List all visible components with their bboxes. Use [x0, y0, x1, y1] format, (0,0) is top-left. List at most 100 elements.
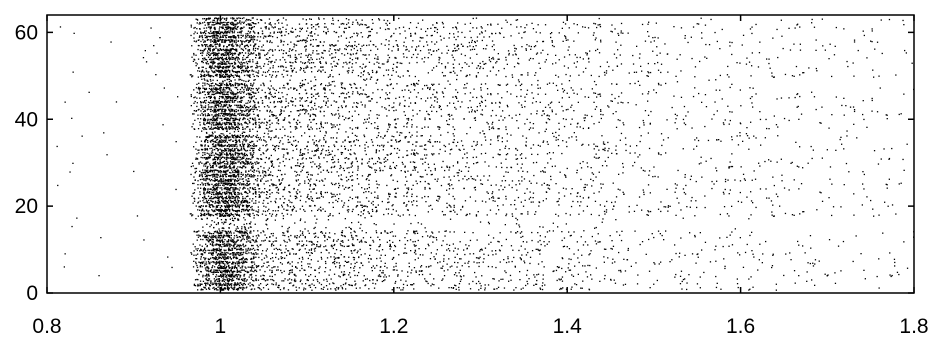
data-point [411, 201, 413, 203]
data-point [309, 254, 311, 257]
data-point [218, 192, 220, 195]
data-point [237, 287, 240, 290]
data-point [387, 198, 389, 200]
data-point [761, 262, 763, 264]
data-point [891, 274, 893, 277]
data-point [195, 254, 197, 256]
data-point [374, 169, 376, 171]
data-point [521, 163, 523, 165]
data-point [304, 180, 306, 182]
data-point [682, 278, 685, 281]
data-point [395, 196, 397, 198]
data-point [411, 193, 413, 195]
data-point [595, 267, 597, 269]
data-point [232, 153, 234, 155]
data-point [241, 265, 243, 267]
data-point [601, 221, 603, 223]
data-point [189, 213, 191, 215]
data-point [239, 282, 242, 284]
data-point [238, 278, 240, 281]
data-point [305, 274, 307, 276]
data-point [888, 157, 891, 160]
data-point [432, 154, 434, 156]
data-point [576, 195, 578, 198]
data-point [257, 279, 260, 281]
data-point [221, 262, 224, 264]
data-point [243, 287, 245, 289]
data-point [287, 279, 289, 281]
data-point [212, 205, 214, 207]
data-point [242, 234, 244, 237]
data-point [245, 258, 247, 260]
data-point [229, 274, 231, 277]
data-point [236, 240, 238, 242]
data-point [226, 152, 228, 154]
data-point [641, 241, 644, 243]
data-point [214, 178, 216, 180]
data-point [236, 180, 238, 182]
data-point [232, 220, 235, 222]
data-point [229, 205, 231, 207]
data-point [219, 156, 221, 158]
data-point [235, 283, 237, 286]
data-point [295, 275, 297, 277]
data-point [261, 158, 263, 160]
data-point [483, 258, 485, 260]
data-point [539, 249, 541, 251]
data-point [207, 165, 209, 168]
data-point [219, 231, 222, 233]
data-point [304, 182, 306, 184]
data-point [315, 235, 317, 237]
data-point [263, 205, 265, 207]
data-point [259, 288, 261, 290]
data-point [223, 178, 225, 180]
data-point [460, 170, 463, 172]
data-point [226, 215, 228, 217]
data-point [449, 218, 452, 220]
data-point [299, 165, 301, 167]
data-point [213, 258, 215, 260]
data-point [427, 235, 429, 237]
data-point [351, 185, 353, 187]
data-point [283, 270, 285, 272]
data-point [351, 162, 353, 164]
data-point [505, 195, 507, 198]
data-point [219, 180, 221, 182]
data-point [206, 158, 209, 160]
data-point [256, 265, 258, 267]
data-point [222, 227, 224, 229]
data-point [339, 264, 341, 267]
data-point [749, 288, 751, 290]
data-point [229, 218, 231, 220]
data-point [217, 249, 220, 252]
data-point [320, 191, 322, 193]
data-point [441, 267, 443, 269]
data-point [585, 271, 587, 273]
data-point [384, 230, 386, 232]
data-point [302, 166, 304, 169]
data-point [382, 169, 384, 172]
data-point [526, 171, 529, 173]
data-point [607, 257, 609, 259]
data-point [199, 270, 202, 273]
data-point [684, 278, 686, 280]
data-point [277, 248, 279, 251]
data-point [226, 263, 228, 265]
data-point [244, 232, 246, 235]
data-point [225, 211, 227, 213]
data-point [283, 202, 285, 204]
data-point [227, 191, 229, 193]
data-point [215, 244, 218, 246]
data-point [242, 257, 244, 260]
data-point [219, 241, 221, 243]
data-point [565, 212, 567, 215]
data-point [342, 274, 344, 277]
data-point [214, 288, 216, 290]
data-point [217, 174, 219, 176]
data-point [310, 274, 312, 276]
data-point [770, 200, 773, 202]
data-point [547, 187, 549, 189]
data-point [254, 249, 256, 251]
data-point [234, 175, 237, 177]
data-point [308, 232, 310, 234]
